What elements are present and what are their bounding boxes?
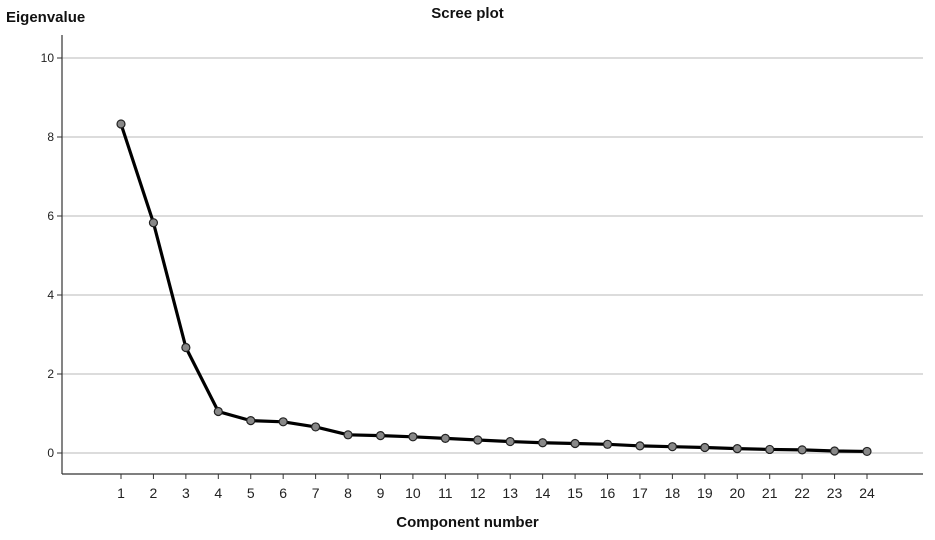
y-tick-label: 8 bbox=[47, 130, 54, 144]
data-point bbox=[473, 435, 483, 445]
x-tick-label: 16 bbox=[600, 485, 616, 501]
data-point bbox=[829, 446, 840, 456]
x-tick-label: 15 bbox=[567, 485, 583, 501]
x-tick-label: 5 bbox=[247, 485, 255, 501]
data-point bbox=[602, 439, 613, 449]
data-point bbox=[213, 406, 223, 417]
data-point bbox=[116, 119, 126, 129]
x-tick-label: 23 bbox=[827, 485, 843, 501]
y-axis-label: Eigenvalue bbox=[6, 9, 86, 26]
x-tick-label: 9 bbox=[377, 485, 385, 501]
data-point bbox=[862, 446, 872, 457]
data-point bbox=[311, 422, 321, 432]
data-point bbox=[343, 430, 353, 440]
x-tick-label: 22 bbox=[794, 485, 810, 501]
data-point bbox=[667, 442, 677, 452]
y-tick-label: 2 bbox=[47, 367, 54, 381]
x-tick-label: 8 bbox=[344, 485, 352, 501]
x-axis-label: Component number bbox=[396, 514, 539, 531]
x-tick-label: 6 bbox=[279, 485, 287, 501]
data-point bbox=[148, 218, 159, 228]
x-tick-label: 14 bbox=[535, 485, 551, 501]
x-tick-label: 17 bbox=[632, 485, 648, 501]
x-tick-label: 18 bbox=[665, 485, 681, 501]
data-point bbox=[700, 442, 710, 453]
data-point bbox=[797, 445, 807, 455]
x-tick-label: 19 bbox=[697, 485, 713, 501]
x-tick-label: 1 bbox=[117, 485, 125, 501]
x-tick-label: 11 bbox=[438, 485, 453, 501]
x-tick-label: 13 bbox=[502, 485, 518, 501]
x-tick-label: 12 bbox=[470, 485, 486, 501]
y-tick-label: 4 bbox=[47, 288, 54, 302]
x-tick-label: 3 bbox=[182, 485, 190, 501]
data-point bbox=[505, 436, 515, 447]
data-point bbox=[440, 433, 450, 443]
series-line bbox=[119, 123, 868, 454]
y-tick-label: 0 bbox=[47, 446, 54, 460]
data-point bbox=[570, 438, 580, 449]
x-tick-label: 21 bbox=[762, 485, 778, 501]
data-point bbox=[732, 444, 742, 454]
data-point bbox=[635, 441, 645, 451]
x-tick-label: 20 bbox=[729, 485, 745, 501]
data-point bbox=[408, 432, 418, 442]
data-point bbox=[538, 438, 548, 448]
x-tick-label: 7 bbox=[312, 485, 320, 501]
chart-title: Scree plot bbox=[431, 5, 504, 22]
data-point bbox=[375, 431, 386, 441]
y-tick-label: 10 bbox=[41, 51, 55, 65]
x-tick-label: 4 bbox=[214, 485, 222, 501]
data-point bbox=[246, 416, 256, 426]
data-point bbox=[278, 417, 288, 427]
y-tick-label: 6 bbox=[47, 209, 54, 223]
data-point bbox=[181, 342, 191, 353]
data-point bbox=[765, 444, 775, 455]
x-tick-label: 2 bbox=[150, 485, 158, 501]
x-tick-label: 24 bbox=[859, 485, 875, 501]
x-tick-label: 10 bbox=[405, 485, 421, 501]
